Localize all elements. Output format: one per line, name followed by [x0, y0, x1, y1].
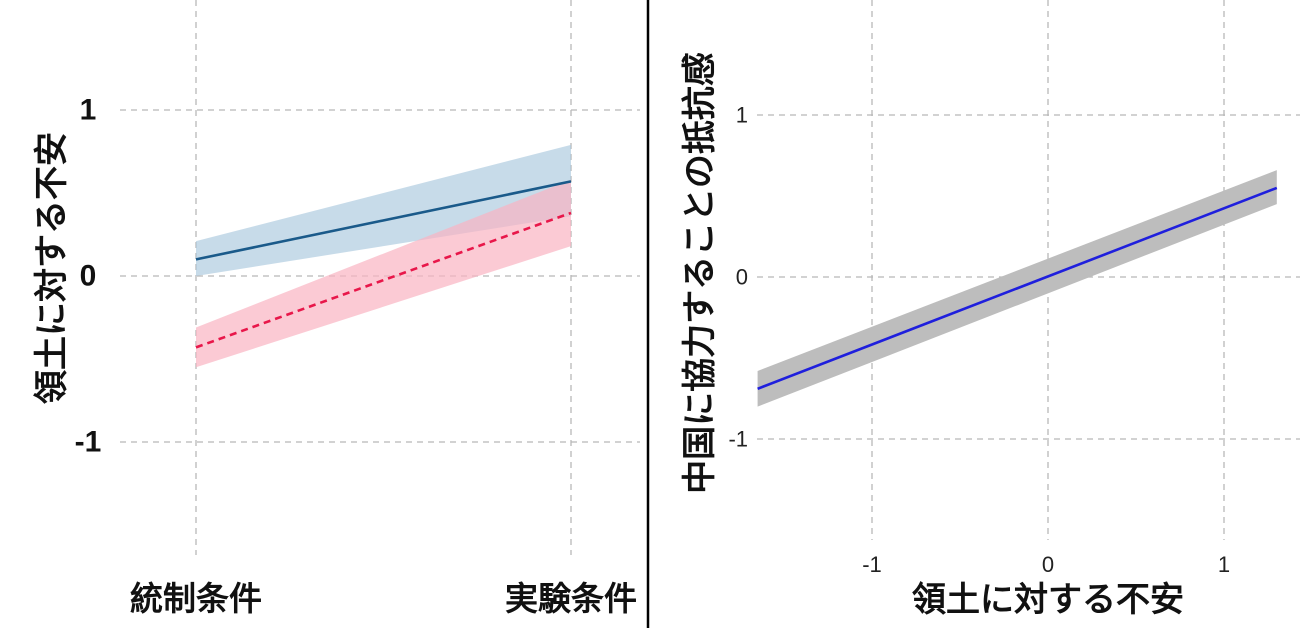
left-gridlines	[120, 0, 640, 555]
left-series-line	[195, 180, 572, 261]
right-y-tick-label: 1	[736, 103, 748, 128]
left-confidence-band	[196, 144, 571, 276]
right-x-tick-label: 1	[1218, 552, 1230, 577]
right-y-tick-labels: 1 0 -1	[728, 103, 748, 452]
left-confidence-band	[196, 179, 571, 368]
left-y-tick-label: 1	[80, 94, 97, 127]
right-gridlines	[757, 0, 1300, 540]
right-x-tick-label: -1	[862, 552, 882, 577]
right-x-tick-labels: -1 0 1	[862, 552, 1230, 577]
left-category-labels: 統制条件 実験条件	[130, 579, 637, 618]
left-series-lines	[195, 180, 572, 349]
right-y-axis-title: 中国に協力することの抵抗感	[680, 52, 720, 494]
right-y-tick-label: -1	[728, 427, 748, 452]
left-chart-panel: 1 0 -1 統制条件 実験条件 領土に対する不安	[32, 0, 640, 618]
right-x-tick-label: 0	[1042, 552, 1054, 577]
left-y-tick-label: 0	[80, 260, 97, 293]
left-y-tick-labels: 1 0 -1	[75, 94, 102, 459]
left-series-line	[195, 211, 572, 349]
left-y-tick-label: -1	[75, 426, 102, 459]
right-y-tick-label: 0	[736, 265, 748, 290]
right-chart-panel: 1 0 -1 -1 0 1 中国に協力することの抵抗感 領土に対する不安	[680, 0, 1300, 620]
right-series-lines	[757, 186, 1278, 390]
left-category-label: 実験条件	[505, 579, 637, 618]
left-y-axis-title: 領土に対する不安	[32, 132, 72, 404]
left-category-label: 統制条件	[130, 579, 262, 618]
right-x-axis-title: 領土に対する不安	[912, 580, 1184, 620]
right-regression-line	[757, 186, 1278, 390]
left-confidence-bands	[196, 144, 571, 368]
